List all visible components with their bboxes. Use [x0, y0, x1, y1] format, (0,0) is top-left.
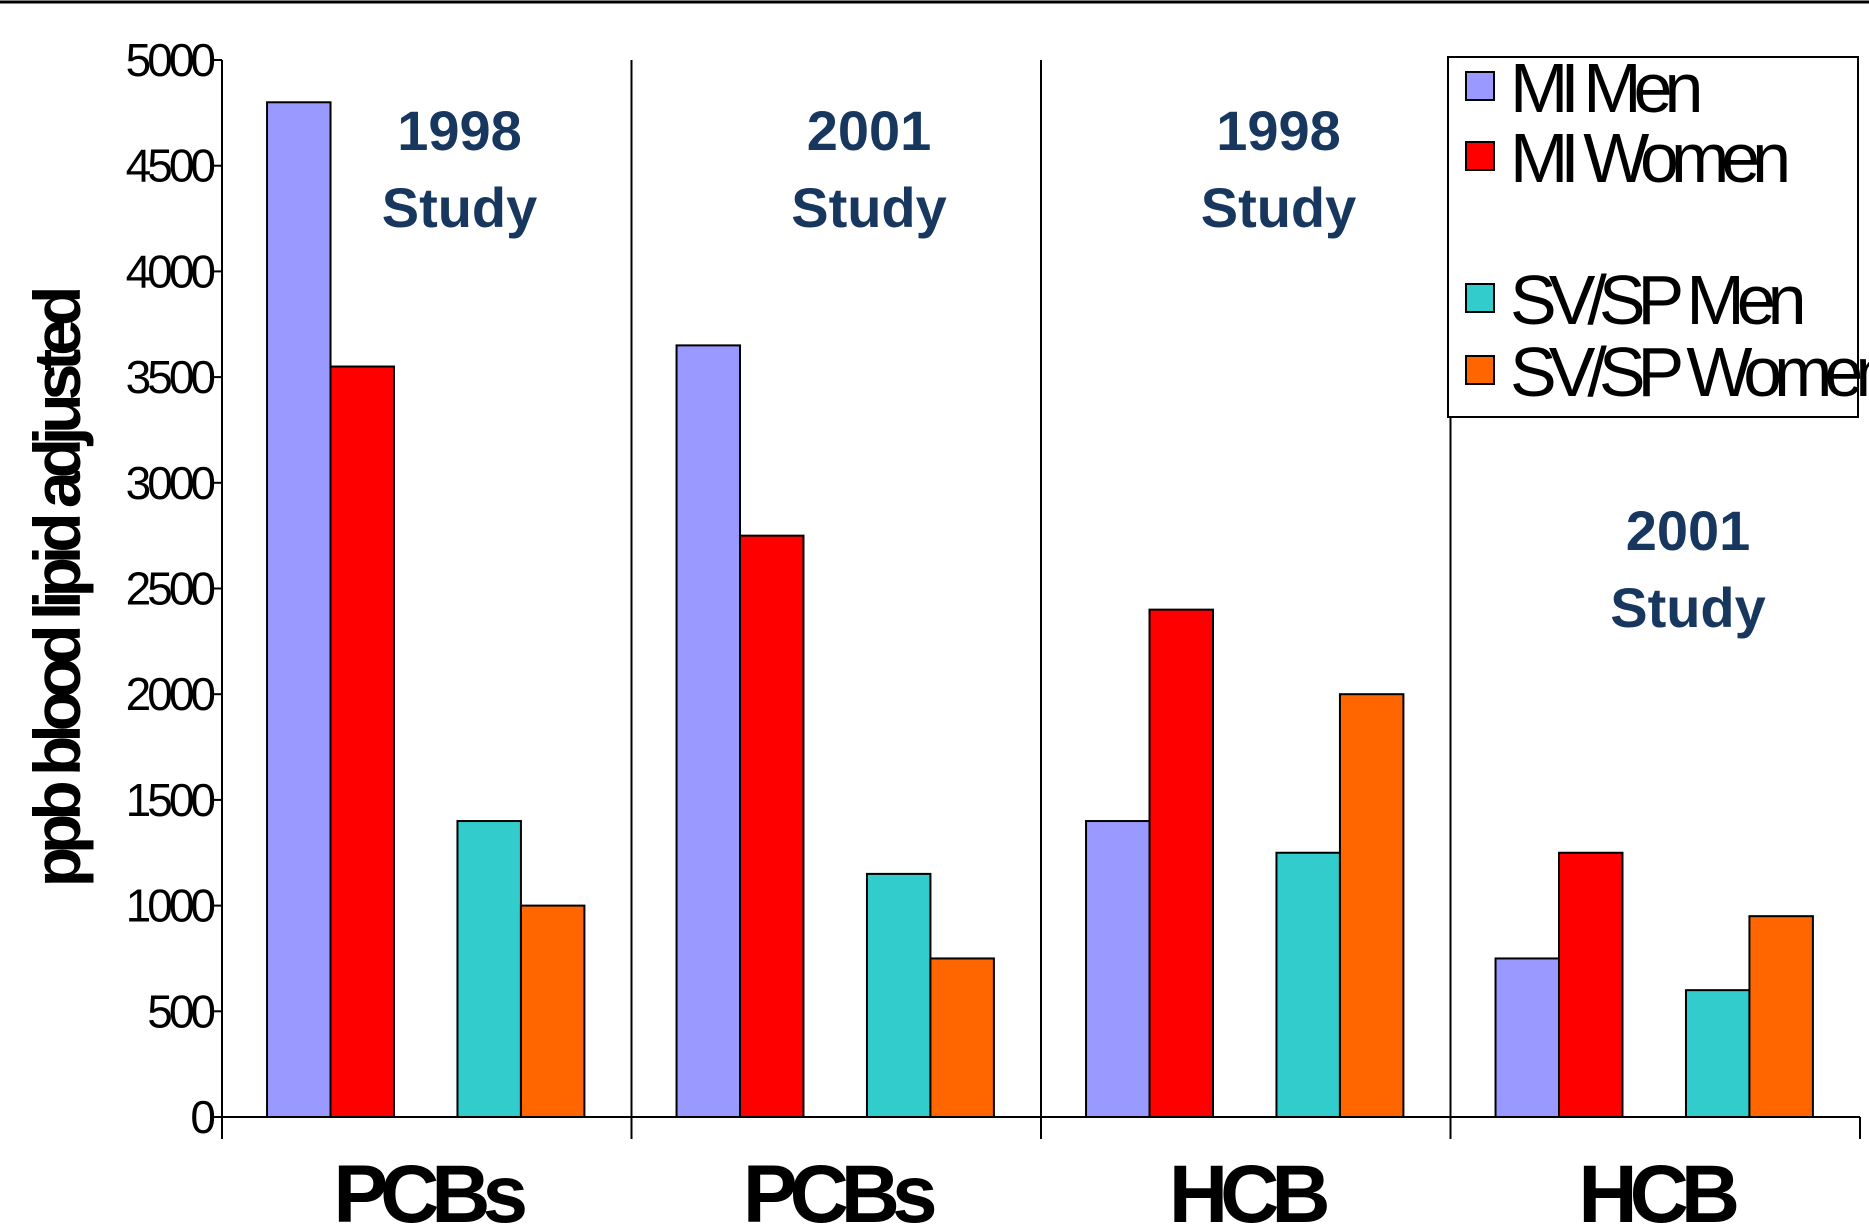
y-tick-label: 5000: [126, 34, 215, 86]
study-year-label: 1998: [397, 99, 522, 162]
y-tick-label: 1000: [126, 880, 215, 932]
bar-mi-men-2: [675, 344, 742, 1118]
legend-label: MI Men: [1510, 49, 1699, 127]
y-tick-label: 3500: [126, 351, 215, 403]
bar-sv-sp-women-1: [519, 904, 586, 1118]
bar-mi-men-4: [1494, 957, 1561, 1119]
legend-swatch: [1465, 355, 1495, 385]
y-tick-label: 2500: [126, 563, 215, 615]
x-category-label: HCB: [1578, 1149, 1736, 1229]
study-text-label: Study: [1201, 176, 1357, 239]
bar-sv-sp-men-3: [1275, 851, 1341, 1118]
legend-label: SV/SP Women: [1510, 333, 1869, 411]
legend-label: MI Women: [1510, 119, 1787, 197]
bar-sv-sp-men-1: [456, 820, 522, 1118]
study-text-label: Study: [1610, 576, 1766, 639]
bar-mi-men-3: [1085, 820, 1151, 1118]
bar-mi-women-2: [739, 534, 805, 1118]
y-tick-label: 500: [147, 985, 214, 1037]
study-year-label: 2001: [807, 99, 932, 162]
bar-sv-sp-women-4: [1748, 915, 1814, 1118]
bar-mi-women-1: [329, 365, 395, 1118]
legend-swatch: [1465, 71, 1495, 101]
study-year-label: 2001: [1626, 499, 1751, 562]
legend-swatch: [1465, 283, 1495, 313]
y-tick-label: 0: [190, 1091, 214, 1143]
y-tick-label: 3000: [126, 457, 215, 509]
y-tick-label: 4000: [126, 245, 215, 297]
study-text-label: Study: [791, 176, 947, 239]
bar-sv-sp-men-4: [1684, 989, 1751, 1118]
bar-mi-women-3: [1148, 608, 1214, 1118]
x-category-label: PCBs: [743, 1149, 935, 1229]
study-text-label: Study: [382, 176, 538, 239]
bar-sv-sp-women-3: [1338, 693, 1405, 1118]
legend-box: [1447, 56, 1859, 418]
y-axis-label: ppb blood lipid adjusted: [20, 290, 94, 887]
x-category-label: PCBs: [333, 1149, 525, 1229]
legend-label: SV/SP Men: [1510, 261, 1803, 339]
bar-sv-sp-men-2: [865, 872, 932, 1119]
y-tick-label: 1500: [126, 774, 215, 826]
legend-swatch: [1465, 141, 1495, 171]
y-tick-label: 4500: [126, 140, 215, 192]
x-category-label: HCB: [1169, 1149, 1327, 1229]
plot-area: 0 500 1000 1500 2000 2500 3000 3500 4000 4500 5000…: [126, 34, 1861, 1229]
y-tick-label: 2000: [126, 668, 215, 720]
study-year-label: 1998: [1216, 99, 1341, 162]
bar-sv-sp-women-2: [929, 957, 995, 1119]
bar-mi-men-1: [266, 101, 332, 1118]
bar-mi-women-4: [1558, 851, 1624, 1118]
